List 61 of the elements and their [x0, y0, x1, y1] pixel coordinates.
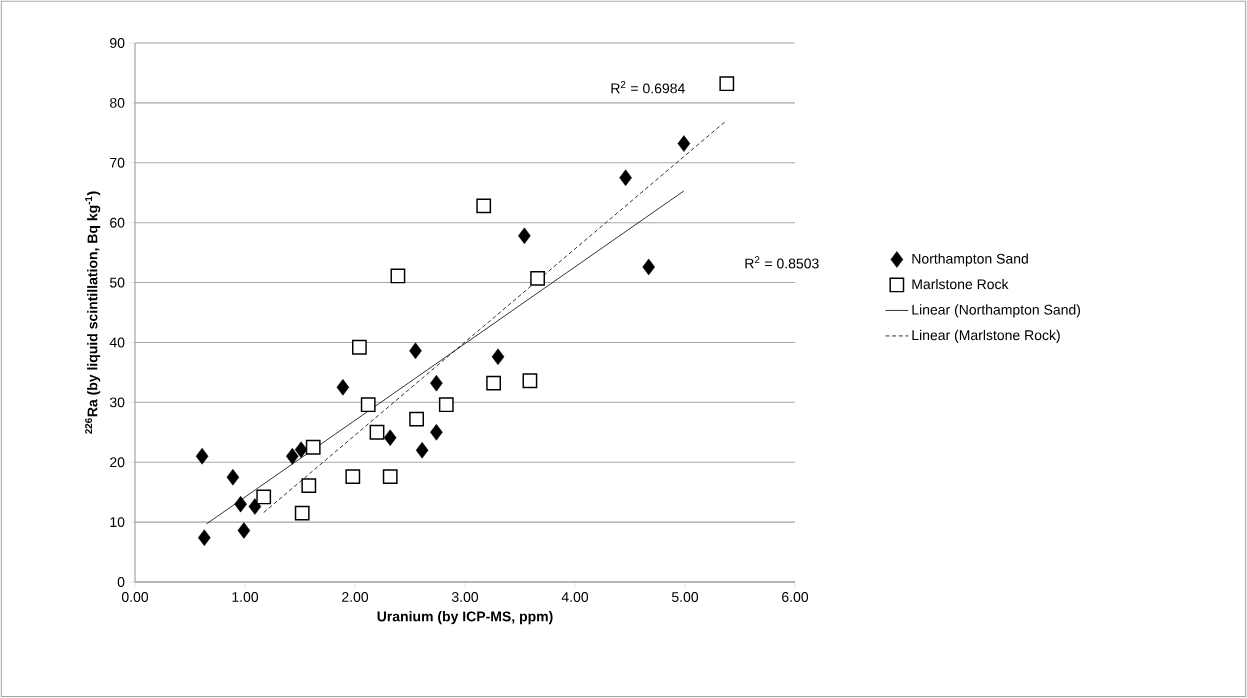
point — [430, 374, 443, 392]
y-tick-label: 20 — [110, 457, 125, 468]
legend-label: Marlstone Rock — [912, 278, 1009, 290]
x-axis-title: Uranium (by ICP-MS, ppm) — [377, 611, 553, 625]
y-tick-label: 70 — [110, 157, 125, 168]
point — [195, 447, 209, 465]
x-tick-label: 0.00 — [121, 592, 149, 602]
point — [294, 441, 308, 458]
point — [491, 348, 505, 366]
point — [234, 495, 247, 513]
x-tick-label: 1.00 — [232, 592, 259, 602]
point — [360, 397, 376, 413]
legend-label: Northampton Sand — [912, 253, 1028, 267]
point — [415, 441, 429, 459]
point — [476, 198, 492, 214]
point — [430, 424, 443, 441]
point — [336, 379, 350, 396]
point — [294, 505, 310, 521]
point — [305, 439, 321, 455]
point — [301, 478, 317, 493]
legend-label: Linear (Marlstone Rock) — [912, 329, 1060, 343]
x-tick-label: 2.00 — [342, 592, 369, 602]
point — [237, 522, 251, 539]
point — [256, 489, 272, 505]
point — [530, 270, 546, 286]
point — [518, 227, 531, 245]
y-tick-label: 50 — [109, 277, 125, 288]
point — [409, 342, 422, 360]
point — [619, 169, 632, 187]
y-axis-title: $^{226}$Ra (by liquid scintillation, Bq kg$^{-1}$) — [85, 191, 101, 434]
point — [677, 135, 691, 152]
y-tick-label: 0 — [117, 577, 125, 587]
point — [486, 375, 502, 391]
y-tick-label: 80 — [110, 97, 125, 108]
x-tick-label: 3.00 — [451, 592, 479, 602]
point — [226, 468, 240, 486]
point — [719, 76, 735, 92]
y-tick-label: 90 — [110, 38, 125, 48]
annotation: R$^{2}$ = 0.6984 — [611, 81, 685, 94]
point — [369, 424, 385, 440]
point — [383, 429, 397, 446]
point — [438, 397, 454, 413]
point — [248, 498, 262, 515]
point — [382, 469, 398, 484]
annotation: R$^{2}$ = 0.8503 — [745, 256, 819, 269]
x-tick-label: 4.00 — [561, 592, 589, 602]
point — [352, 339, 367, 355]
point — [522, 373, 538, 389]
y-tick-label: 10 — [110, 517, 125, 528]
point — [198, 529, 211, 546]
y-tick-label: 40 — [109, 337, 125, 348]
legend-label: Linear (Northampton Sand) — [912, 304, 1081, 318]
y-tick-label: 30 — [109, 397, 125, 408]
point — [409, 411, 425, 427]
x-tick-label: 6.00 — [782, 592, 809, 602]
point — [345, 469, 361, 484]
point — [286, 447, 299, 465]
point — [390, 268, 406, 284]
y-tick-label: 60 — [110, 217, 125, 228]
point — [642, 258, 655, 276]
x-tick-label: 5.00 — [671, 592, 699, 602]
